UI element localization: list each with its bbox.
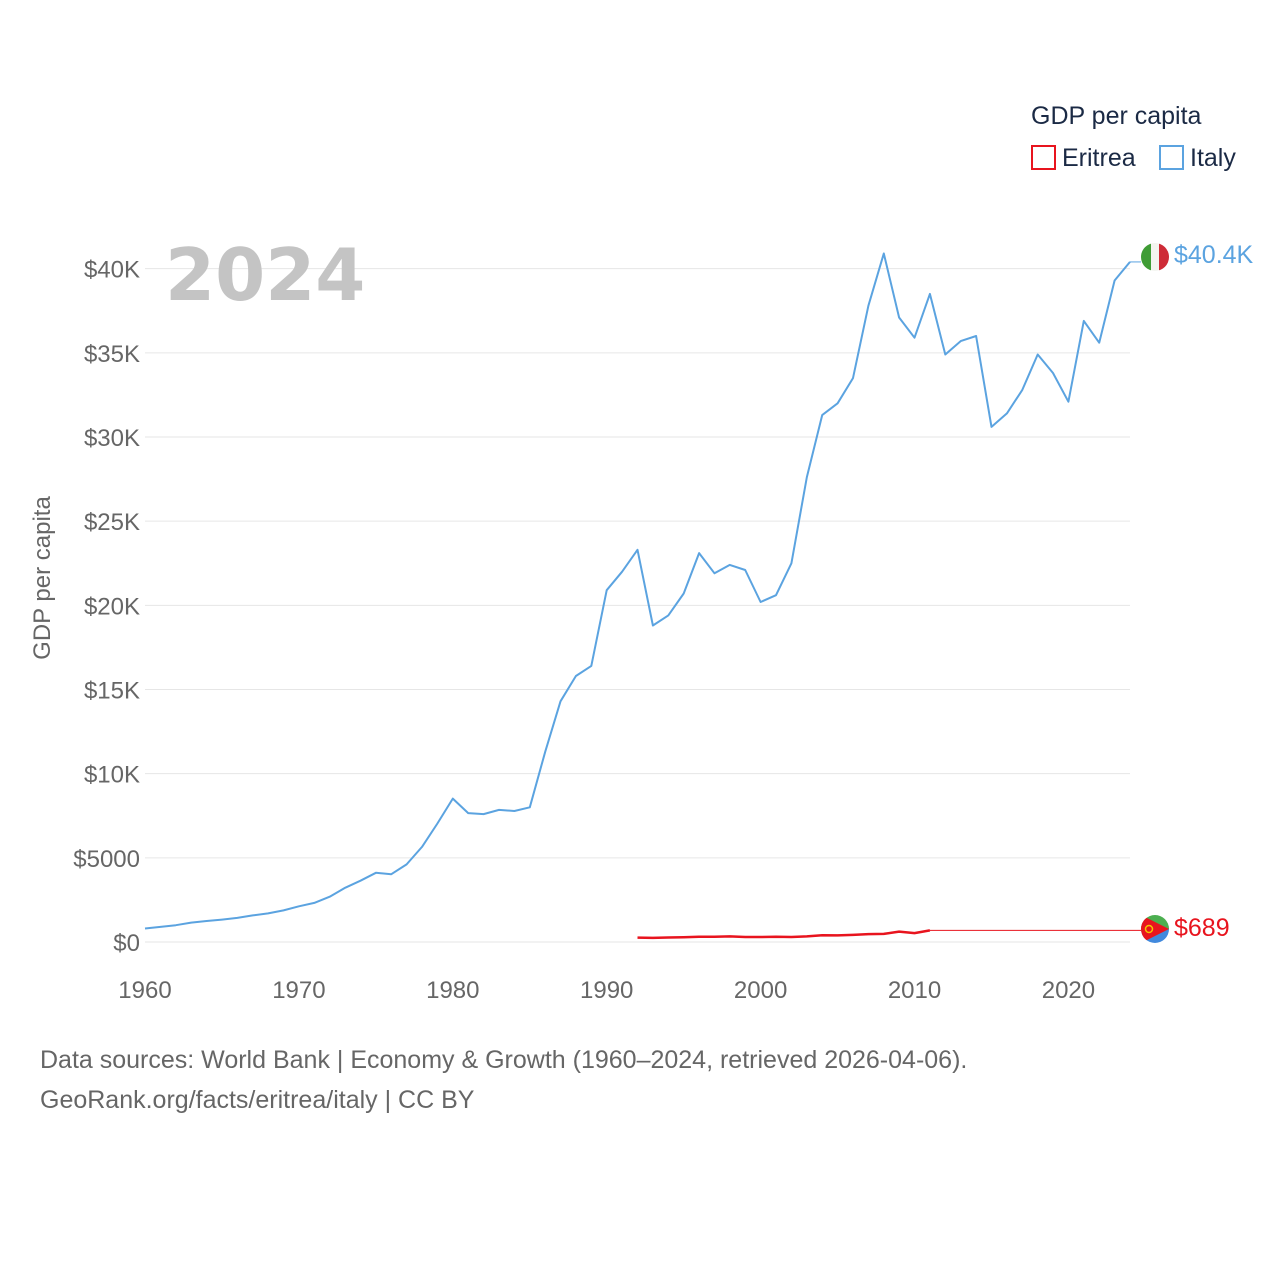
series-line-italy (144, 252, 1131, 930)
x-tick-label-1980: 1980 (426, 977, 479, 1004)
legend-swatch-eritrea (1031, 145, 1056, 170)
legend-item-eritrea[interactable]: Eritrea (1031, 144, 1136, 172)
y-axis-ticks: $0 $5000 $10K $15K $20K $25K $30K $35K $40K (73, 257, 140, 957)
y-tick-label-0: $0 (113, 930, 140, 957)
end-label-eritrea: $689 (1174, 914, 1230, 942)
series-line-eritrea (637, 929, 931, 940)
y-tick-label-25000: $25K (84, 509, 140, 536)
y-tick-label-20000: $20K (84, 593, 140, 620)
source-line-1: Data sources: World Bank | Economy & Gro… (40, 1046, 968, 1074)
series-lines (144, 252, 1141, 940)
x-tick-label-1990: 1990 (580, 977, 633, 1004)
x-axis-ticks: 1960 1970 1980 1990 2000 2010 2020 (118, 977, 1095, 1004)
y-tick-label-30000: $30K (84, 425, 140, 452)
legend-item-italy[interactable]: Italy (1159, 144, 1236, 172)
legend-label-italy: Italy (1190, 144, 1236, 172)
grid-lines (145, 268, 1130, 943)
y-tick-label-40000: $40K (84, 257, 140, 284)
source-note: Data sources: World Bank | Economy & Gro… (40, 1040, 1240, 1120)
x-tick-label-2010: 2010 (888, 977, 941, 1004)
italy-flag-icon (1141, 243, 1169, 271)
year-label: 2024 (165, 233, 365, 317)
y-tick-label-35000: $35K (84, 341, 140, 368)
y-tick-label-15000: $15K (84, 678, 140, 705)
x-tick-label-1960: 1960 (118, 977, 171, 1004)
legend-title: GDP per capita (1031, 102, 1202, 130)
legend-swatch-italy (1159, 145, 1184, 170)
y-tick-label-10000: $10K (84, 762, 140, 789)
x-tick-label-1970: 1970 (272, 977, 325, 1004)
end-label-italy: $40.4K (1174, 241, 1254, 269)
legend-label-eritrea: Eritrea (1062, 144, 1136, 172)
source-line-2[interactable]: GeoRank.org/facts/eritrea/italy | CC BY (40, 1086, 475, 1114)
x-tick-label-2000: 2000 (734, 977, 787, 1004)
y-axis-title: GDP per capita (29, 496, 56, 660)
eritrea-flag-icon (1141, 915, 1169, 943)
legend: GDP per capita Eritrea Italy (1031, 102, 1236, 172)
x-tick-label-2020: 2020 (1042, 977, 1095, 1004)
y-tick-label-5000: $5000 (73, 846, 140, 873)
